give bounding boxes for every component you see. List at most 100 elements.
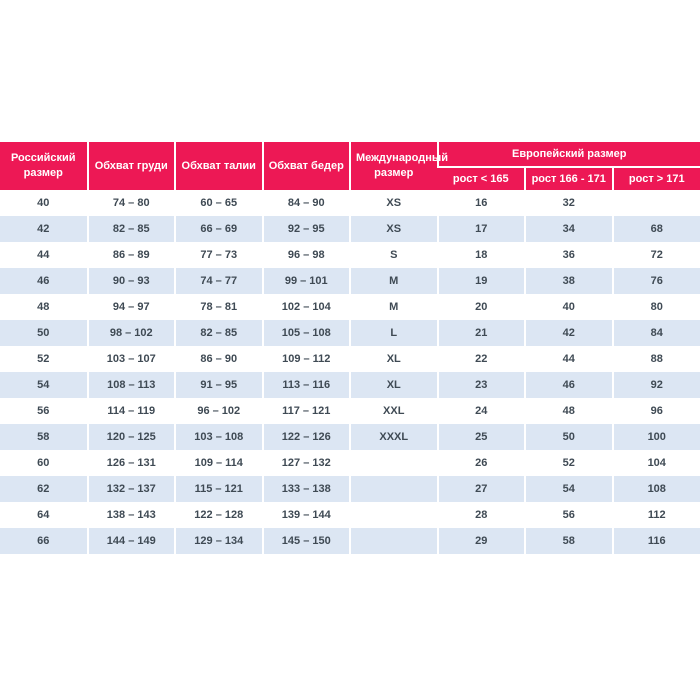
table-cell: 64 — [37, 509, 50, 521]
table-cell: 92 — [611, 372, 700, 398]
table-cell: 48 — [524, 398, 613, 424]
table-row: 62 132 – 137 115 – 121 133 – 138 27 54 108 — [0, 476, 700, 502]
table-cell: 82 – 85 — [86, 216, 175, 242]
table-cell: 112 — [611, 502, 700, 528]
table-cell: 96 – 98 — [261, 242, 350, 268]
table-cell: 103 – 108 — [174, 424, 263, 450]
table-cell: 138 – 143 — [86, 502, 175, 528]
size-table-body: 40 74 – 80 60 – 65 84 – 90 XS 16 32 42 82 – 85 66… — [0, 190, 700, 554]
table-cell: M — [349, 268, 438, 294]
table-cell: 34 — [524, 216, 613, 242]
table-cell: 46 — [37, 275, 50, 287]
size-table-header: Российский размер Обхват груди Обхват та… — [0, 142, 700, 190]
table-cell: 133 – 138 — [261, 476, 350, 502]
column-header-waist: Обхват талии — [174, 142, 263, 190]
table-cell: 126 – 131 — [86, 450, 175, 476]
table-row: 46 90 – 93 74 – 77 99 – 101 M 19 38 76 — [0, 268, 700, 294]
table-cell: 62 — [37, 483, 50, 495]
column-header-european-size: Европейский размер — [436, 142, 700, 168]
column-header-international-size: Международный размер — [349, 142, 448, 190]
table-cell: 23 — [436, 372, 525, 398]
table-cell: 94 – 97 — [86, 294, 175, 320]
table-cell: 50 — [37, 327, 50, 339]
table-cell: 22 — [436, 346, 525, 372]
table-cell: 80 — [611, 294, 700, 320]
table-cell: 129 – 134 — [174, 528, 263, 554]
table-cell: 76 — [611, 268, 700, 294]
table-cell: 108 — [611, 476, 700, 502]
table-cell: 27 — [436, 476, 525, 502]
column-header-hips: Обхват бедер — [261, 142, 350, 190]
table-cell: 24 — [436, 398, 525, 424]
table-row: 44 86 – 89 77 – 73 96 – 98 S 18 36 72 — [0, 242, 700, 268]
table-row: 50 98 – 102 82 – 85 105 – 108 L 21 42 84 — [0, 320, 700, 346]
table-row: 52 103 – 107 86 – 90 109 – 112 XL 22 44 88 — [0, 346, 700, 372]
table-cell: 86 – 90 — [174, 346, 263, 372]
table-cell — [349, 528, 438, 554]
table-cell: 74 – 80 — [86, 190, 175, 216]
table-cell: 122 – 126 — [261, 424, 350, 450]
table-cell: 92 – 95 — [261, 216, 350, 242]
table-cell: 18 — [436, 242, 525, 268]
table-cell — [349, 450, 438, 476]
table-cell: 72 — [611, 242, 700, 268]
table-row: 64 138 – 143 122 – 128 139 – 144 28 56 112 — [0, 502, 700, 528]
table-cell: 84 – 90 — [261, 190, 350, 216]
column-header-chest: Обхват груди — [86, 142, 175, 190]
table-cell: XL — [349, 372, 438, 398]
table-cell: 145 – 150 — [261, 528, 350, 554]
table-cell: 68 — [611, 216, 700, 242]
table-cell: 120 – 125 — [86, 424, 175, 450]
table-cell: 108 – 113 — [86, 372, 175, 398]
table-cell: 117 – 121 — [261, 398, 350, 424]
table-cell: 96 – 102 — [174, 398, 263, 424]
table-cell — [349, 476, 438, 502]
table-cell: XL — [349, 346, 438, 372]
table-cell: S — [349, 242, 438, 268]
table-cell: 50 — [524, 424, 613, 450]
table-cell: 105 – 108 — [261, 320, 350, 346]
table-cell: 28 — [436, 502, 525, 528]
table-cell: 88 — [611, 346, 700, 372]
table-cell: 77 – 73 — [174, 242, 263, 268]
table-cell: 58 — [37, 431, 50, 443]
column-header-height-lt-165: рост < 165 — [437, 167, 525, 190]
table-cell: XXXL — [349, 424, 438, 450]
table-cell: 54 — [37, 379, 50, 391]
table-row: 54 108 – 113 91 – 95 113 – 116 XL 23 46 92 — [0, 372, 700, 398]
table-cell: 48 — [37, 301, 50, 313]
table-cell: L — [349, 320, 438, 346]
table-cell: 21 — [436, 320, 525, 346]
table-cell: 40 — [37, 197, 50, 209]
table-cell: 114 – 119 — [86, 398, 175, 424]
table-cell — [349, 502, 438, 528]
size-chart-table-container: Российский размер Обхват груди Обхват та… — [0, 142, 700, 554]
table-cell: 52 — [524, 450, 613, 476]
column-header-height-gt-171: рост > 171 — [611, 167, 700, 190]
header-row-top: Российский размер Обхват груди Обхват та… — [0, 142, 700, 190]
table-cell: XS — [349, 190, 438, 216]
table-cell: XXL — [349, 398, 438, 424]
table-cell: M — [349, 294, 438, 320]
table-cell: 122 – 128 — [174, 502, 263, 528]
table-row: 56 114 – 119 96 – 102 117 – 121 XXL 24 48 96 — [0, 398, 700, 424]
table-cell: 74 – 77 — [174, 268, 263, 294]
table-cell: 84 — [611, 320, 700, 346]
table-cell: 103 – 107 — [86, 346, 175, 372]
table-cell: 113 – 116 — [261, 372, 350, 398]
table-cell: 29 — [436, 528, 525, 554]
table-cell: 44 — [524, 346, 613, 372]
column-header-russian-size: Российский размер — [0, 142, 88, 190]
table-cell: 36 — [524, 242, 613, 268]
table-cell: 40 — [524, 294, 613, 320]
table-cell: 127 – 132 — [261, 450, 350, 476]
table-cell: 144 – 149 — [86, 528, 175, 554]
column-header-height-166-171: рост 166 - 171 — [524, 167, 613, 190]
table-cell: 56 — [524, 502, 613, 528]
table-cell: 58 — [524, 528, 613, 554]
table-cell: 78 – 81 — [174, 294, 263, 320]
table-cell: 139 – 144 — [261, 502, 350, 528]
table-cell: 26 — [436, 450, 525, 476]
table-cell: 25 — [436, 424, 525, 450]
